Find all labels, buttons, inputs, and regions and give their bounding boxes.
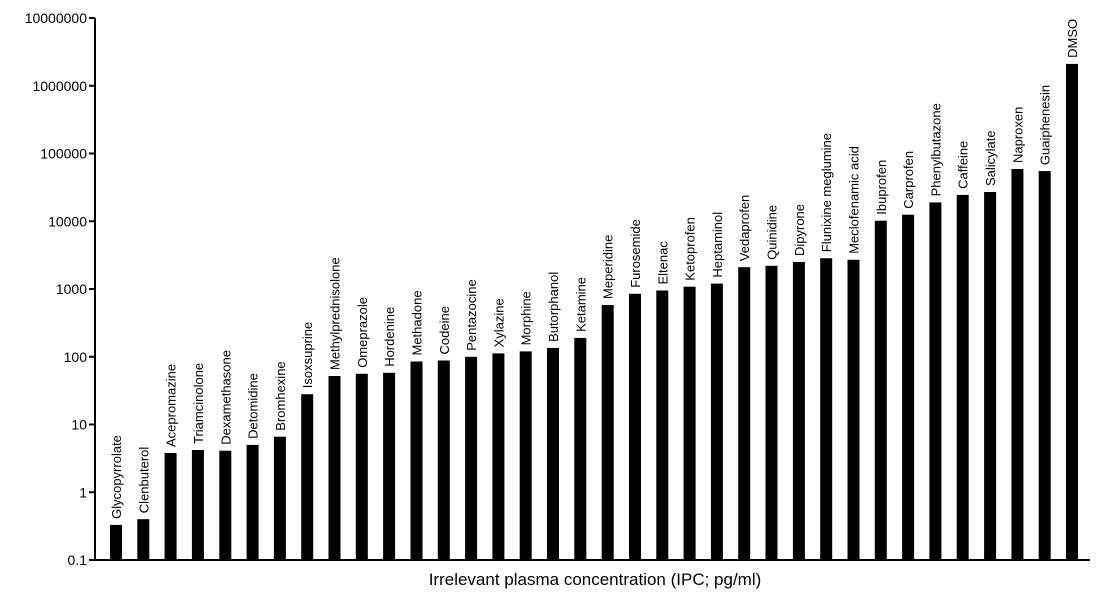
bar-label: Hordenine (382, 307, 397, 367)
bar (738, 267, 751, 560)
bar (792, 262, 805, 560)
bar (1011, 169, 1024, 560)
bar-label: DMSO (1065, 19, 1080, 58)
bar (847, 259, 860, 560)
bar (1066, 63, 1078, 561)
bar (219, 450, 232, 560)
bar (328, 376, 341, 560)
bar (574, 337, 587, 560)
bar (191, 450, 204, 560)
bar-label: Detomidine (246, 373, 261, 439)
bar-label: Morphine (519, 291, 534, 345)
bar (984, 192, 997, 560)
bar-label: Eltenac (655, 241, 670, 285)
bar-label: Butorphanol (546, 272, 561, 342)
bar-label: Codeine (437, 306, 452, 354)
bar (137, 519, 150, 560)
bar (547, 347, 559, 560)
bar-label: Xylazine (491, 298, 506, 347)
bar (437, 360, 450, 560)
bar-label: Triamcinolone (191, 363, 206, 444)
bar (410, 361, 423, 560)
bar (519, 351, 532, 560)
bar (601, 305, 614, 560)
bar-label: Heptaminol (710, 212, 725, 278)
bar (683, 286, 696, 560)
bar (492, 353, 505, 560)
bar-label: Carprofen (901, 151, 916, 209)
bar-label: Glycopyrrolate (109, 435, 124, 519)
bar-labels: Glycopyrrolate Clenbuterol Acepromazine Tri… (109, 19, 1080, 519)
y-tick-label: 10 (71, 417, 87, 433)
bar-label: Salicylate (983, 130, 998, 186)
bar-label: Furosemide (628, 219, 643, 288)
bar-label: Omeprazole (355, 297, 370, 368)
bar (465, 356, 478, 561)
bar (629, 293, 641, 560)
bar-label: Vedaprofen (737, 195, 752, 262)
bar (110, 524, 122, 560)
bar-label: Flunixine meglumine (819, 133, 834, 252)
bar-label: Ketoprofen (683, 217, 698, 281)
bar-label: Isoxsuprine (300, 322, 315, 388)
x-axis-title: Irrelevant plasma concentration (IPC; pg… (429, 570, 762, 589)
bar (1038, 171, 1051, 560)
bar (710, 283, 723, 560)
bar-label: Guaiphenesin (1038, 85, 1053, 165)
bar-label: Phenylbutazone (928, 103, 943, 196)
bar-label: Acepromazine (164, 364, 179, 447)
bar (874, 220, 887, 560)
bar-label: Naproxen (1010, 107, 1025, 163)
bars (110, 63, 1078, 561)
bar (956, 194, 969, 560)
bar (164, 453, 177, 560)
y-tick-label: 1000000 (32, 78, 87, 94)
bar-label: Methadone (410, 290, 425, 355)
bar (765, 265, 778, 560)
bar-label: Bromhexine (273, 361, 288, 430)
bar (656, 290, 669, 560)
bar-label: Ketamine (573, 277, 588, 332)
y-tick-label: 0.1 (68, 552, 88, 568)
bar (301, 394, 314, 560)
y-tick-label: 100000 (40, 146, 87, 162)
bar (820, 258, 833, 560)
bar (273, 436, 286, 560)
y-tick-label: 1000 (56, 281, 87, 297)
y-axis: 0.1 1 10 100 1000 10000 100000 1000000 10000000 (25, 10, 96, 568)
bar-label: Ibuprofen (874, 160, 889, 215)
y-tick-label: 100 (64, 349, 88, 365)
y-tick-label: 10000 (48, 213, 87, 229)
y-tick-label: 1 (79, 484, 87, 500)
bar-label: Caffeine (956, 141, 971, 189)
y-tick-label: 10000000 (25, 10, 88, 26)
bar-label: Meclofenamic acid (847, 146, 862, 254)
bar-label: Quinidine (765, 205, 780, 260)
bar-label: Meperidine (601, 235, 616, 299)
bar-label: Dexamethasone (218, 350, 233, 445)
bar-label: Dipyrone (792, 204, 807, 256)
bar (246, 444, 259, 560)
bar (929, 202, 942, 560)
bar-label: Methylprednisolone (328, 257, 343, 370)
bar (902, 214, 915, 560)
bar-label: Clenbuterol (136, 447, 151, 514)
bar (355, 373, 368, 560)
bar-label: Pentazocine (464, 279, 479, 351)
bar (383, 372, 396, 560)
